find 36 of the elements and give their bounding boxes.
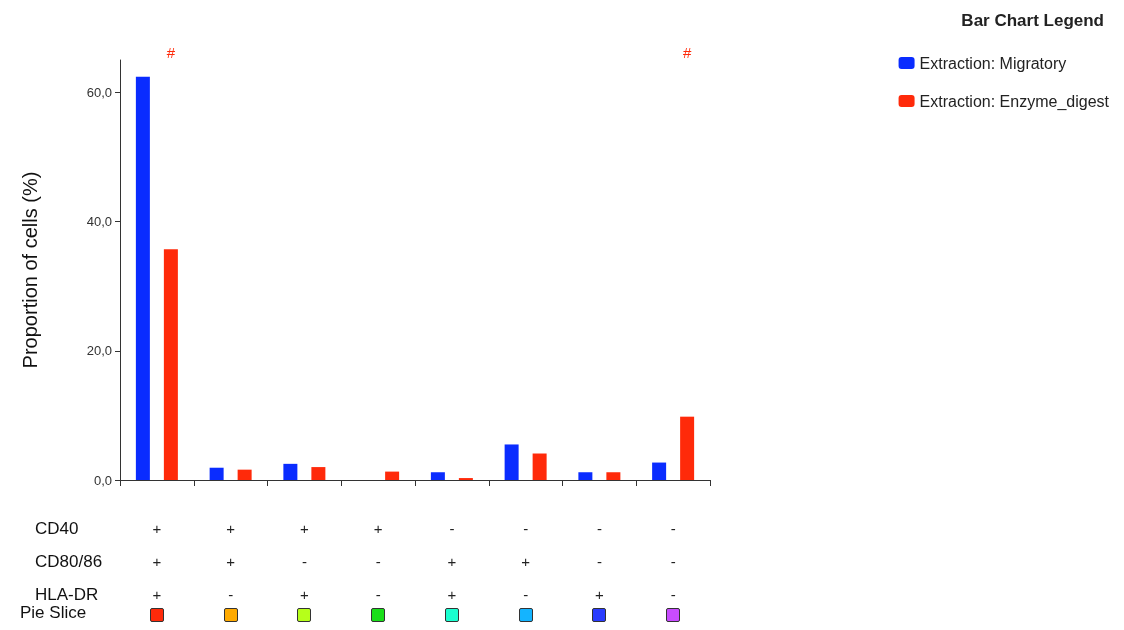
x-tick-label: - - + — [594, 520, 604, 603]
y-axis-title: Proportion of cells (%) — [19, 171, 41, 369]
annotation: # — [682, 43, 692, 61]
y-tick-label: 20,0 — [86, 343, 112, 359]
legend-label: Extraction: Enzyme_digest — [919, 92, 1110, 111]
text: Pie Slice — [20, 603, 87, 622]
bar — [135, 76, 150, 480]
x-tick-label: - - - — [670, 520, 676, 603]
bar — [504, 444, 519, 480]
bar — [163, 249, 178, 480]
y-tick-label: 0,0 — [93, 472, 112, 488]
x-tick-label: - + + — [447, 520, 457, 603]
x-tick-label: + + + — [152, 520, 162, 603]
text: CD40 — [35, 519, 79, 538]
bar — [385, 471, 400, 480]
bar — [209, 467, 224, 480]
x-tick-label: - + - — [521, 520, 531, 603]
bar — [237, 469, 252, 480]
y-tick-label: 60,0 — [86, 84, 112, 100]
x-tick-label: + - + — [299, 520, 309, 603]
bar — [606, 472, 621, 480]
annotation: # — [166, 43, 176, 61]
legend-label: Extraction: Migratory — [919, 54, 1067, 72]
bar — [680, 416, 695, 480]
x-tick-label: + + - — [226, 520, 236, 603]
x-tick-label: + - - — [373, 520, 383, 603]
bar — [578, 472, 593, 480]
bar — [652, 462, 667, 480]
y-tick-label: 40,0 — [86, 214, 112, 230]
text: CD80/86 — [35, 552, 103, 571]
bar — [283, 463, 298, 480]
bar — [311, 467, 326, 480]
legend-title: Bar Chart Legend — [961, 11, 1105, 30]
text: HLA-DR — [35, 585, 99, 604]
bar — [532, 453, 547, 480]
bar — [430, 472, 445, 480]
